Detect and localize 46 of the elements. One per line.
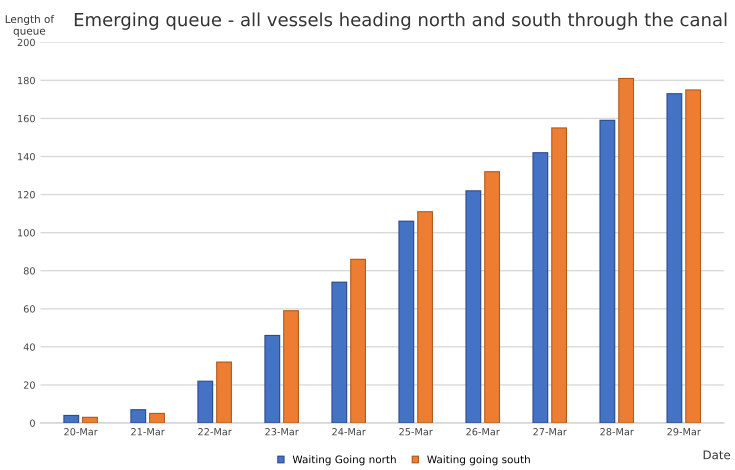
x-tick-label: 29-Mar xyxy=(667,428,701,436)
x-tick-label: 24-Mar xyxy=(332,428,366,436)
bar xyxy=(484,171,500,423)
bar xyxy=(599,120,616,423)
bar xyxy=(551,127,568,423)
legend-label: Waiting Going north xyxy=(292,455,396,466)
y-tick-label: 140 xyxy=(18,152,35,160)
bar xyxy=(82,416,98,423)
x-axis-title: Date xyxy=(704,450,730,460)
bar xyxy=(216,362,232,423)
y-tick-label: 40 xyxy=(24,343,35,351)
bar xyxy=(417,211,434,423)
x-tick-label: 22-Mar xyxy=(198,428,232,436)
y-tick-label: 100 xyxy=(18,229,35,236)
y-tick-label: 180 xyxy=(18,76,35,84)
bar xyxy=(532,152,548,423)
y-tick-label: 20 xyxy=(24,381,35,389)
x-tick-label: 26-Mar xyxy=(466,428,500,436)
x-tick-label: 21-Mar xyxy=(131,428,165,436)
bar xyxy=(63,414,80,423)
bar xyxy=(331,282,348,423)
bar xyxy=(666,93,682,423)
x-tick-label: 28-Mar xyxy=(600,428,634,436)
y-tick-label: 80 xyxy=(24,267,35,275)
y-tick-label: 60 xyxy=(24,305,35,313)
y-tick-label: 120 xyxy=(18,191,35,198)
x-tick-label: 20-Mar xyxy=(64,428,98,436)
bar xyxy=(465,190,482,423)
bar xyxy=(618,78,634,423)
bar xyxy=(149,412,165,423)
x-tick-label: 23-Mar xyxy=(265,428,299,436)
x-tick-label: 25-Mar xyxy=(399,428,433,436)
y-axis-title: Length of queue xyxy=(6,14,54,37)
bar xyxy=(130,409,146,423)
y-tick-label: 160 xyxy=(18,114,35,122)
bar xyxy=(283,310,299,423)
bar xyxy=(398,220,414,423)
bar xyxy=(264,334,280,423)
bar xyxy=(197,380,214,423)
bar xyxy=(685,89,702,423)
y-tick-label: 0 xyxy=(30,419,35,427)
y-tick-label: 200 xyxy=(18,38,35,46)
chart-title: Emerging queue - all vessels heading north and south through the canal xyxy=(74,12,726,30)
legend-label: Waiting going south xyxy=(427,455,530,466)
bar xyxy=(350,258,366,423)
x-tick-label: 27-Mar xyxy=(533,428,567,436)
